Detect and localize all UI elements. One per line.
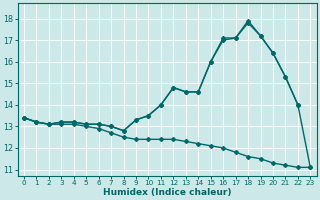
X-axis label: Humidex (Indice chaleur): Humidex (Indice chaleur) [103, 188, 231, 197]
